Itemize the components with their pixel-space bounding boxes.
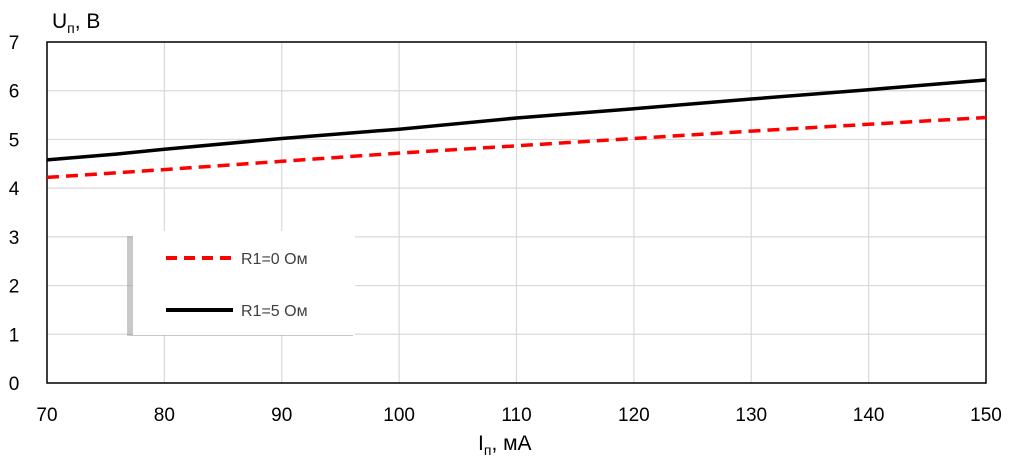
y-tick-label: 4 (9, 179, 20, 200)
legend: R1=0 Ом R1=5 Ом (127, 231, 355, 336)
y-tick-label: 0 (9, 374, 20, 395)
x-axis-title-subscript: п (484, 442, 492, 458)
y-tick-labels: 0 1 2 3 4 5 6 7 (9, 33, 20, 395)
y-tick-label: 5 (9, 130, 20, 151)
y-axis-title-main: U (52, 10, 67, 33)
y-tick-label: 1 (9, 325, 20, 346)
y-axis-title-rest: , В (75, 10, 101, 33)
y-tick-label: 7 (9, 33, 20, 54)
x-tick-labels: 70 80 90 100 110 120 130 140 150 (36, 405, 1001, 426)
y-tick-label: 2 (9, 277, 20, 298)
x-tick-label: 150 (970, 405, 1002, 426)
x-tick-label: 110 (501, 405, 531, 426)
series-line-0 (46, 115, 987, 180)
x-tick-label: 80 (154, 405, 175, 426)
x-axis-title: Iп, мА (478, 432, 532, 458)
legend-box (133, 231, 355, 335)
x-tick-label: 90 (271, 405, 292, 426)
series-layer (46, 78, 987, 180)
legend-label-r1-5: R1=5 Ом (241, 303, 308, 320)
y-axis-title-subscript: п (67, 20, 75, 36)
x-tick-label: 140 (853, 405, 885, 426)
y-tick-label: 6 (9, 82, 20, 103)
legend-label-r1-0: R1=0 Ом (241, 251, 308, 268)
y-tick-label: 3 (9, 228, 20, 249)
series-line-1 (46, 78, 987, 162)
x-axis-title-main: I (478, 432, 484, 455)
plot-area-border (46, 41, 987, 384)
x-tick-label: 100 (383, 405, 415, 426)
x-tick-label: 120 (618, 405, 650, 426)
y-axis-title: Uп, В (52, 10, 100, 36)
x-axis-title-rest: , мА (491, 432, 531, 455)
x-tick-label: 130 (735, 405, 767, 426)
x-tick-label: 70 (36, 405, 57, 426)
